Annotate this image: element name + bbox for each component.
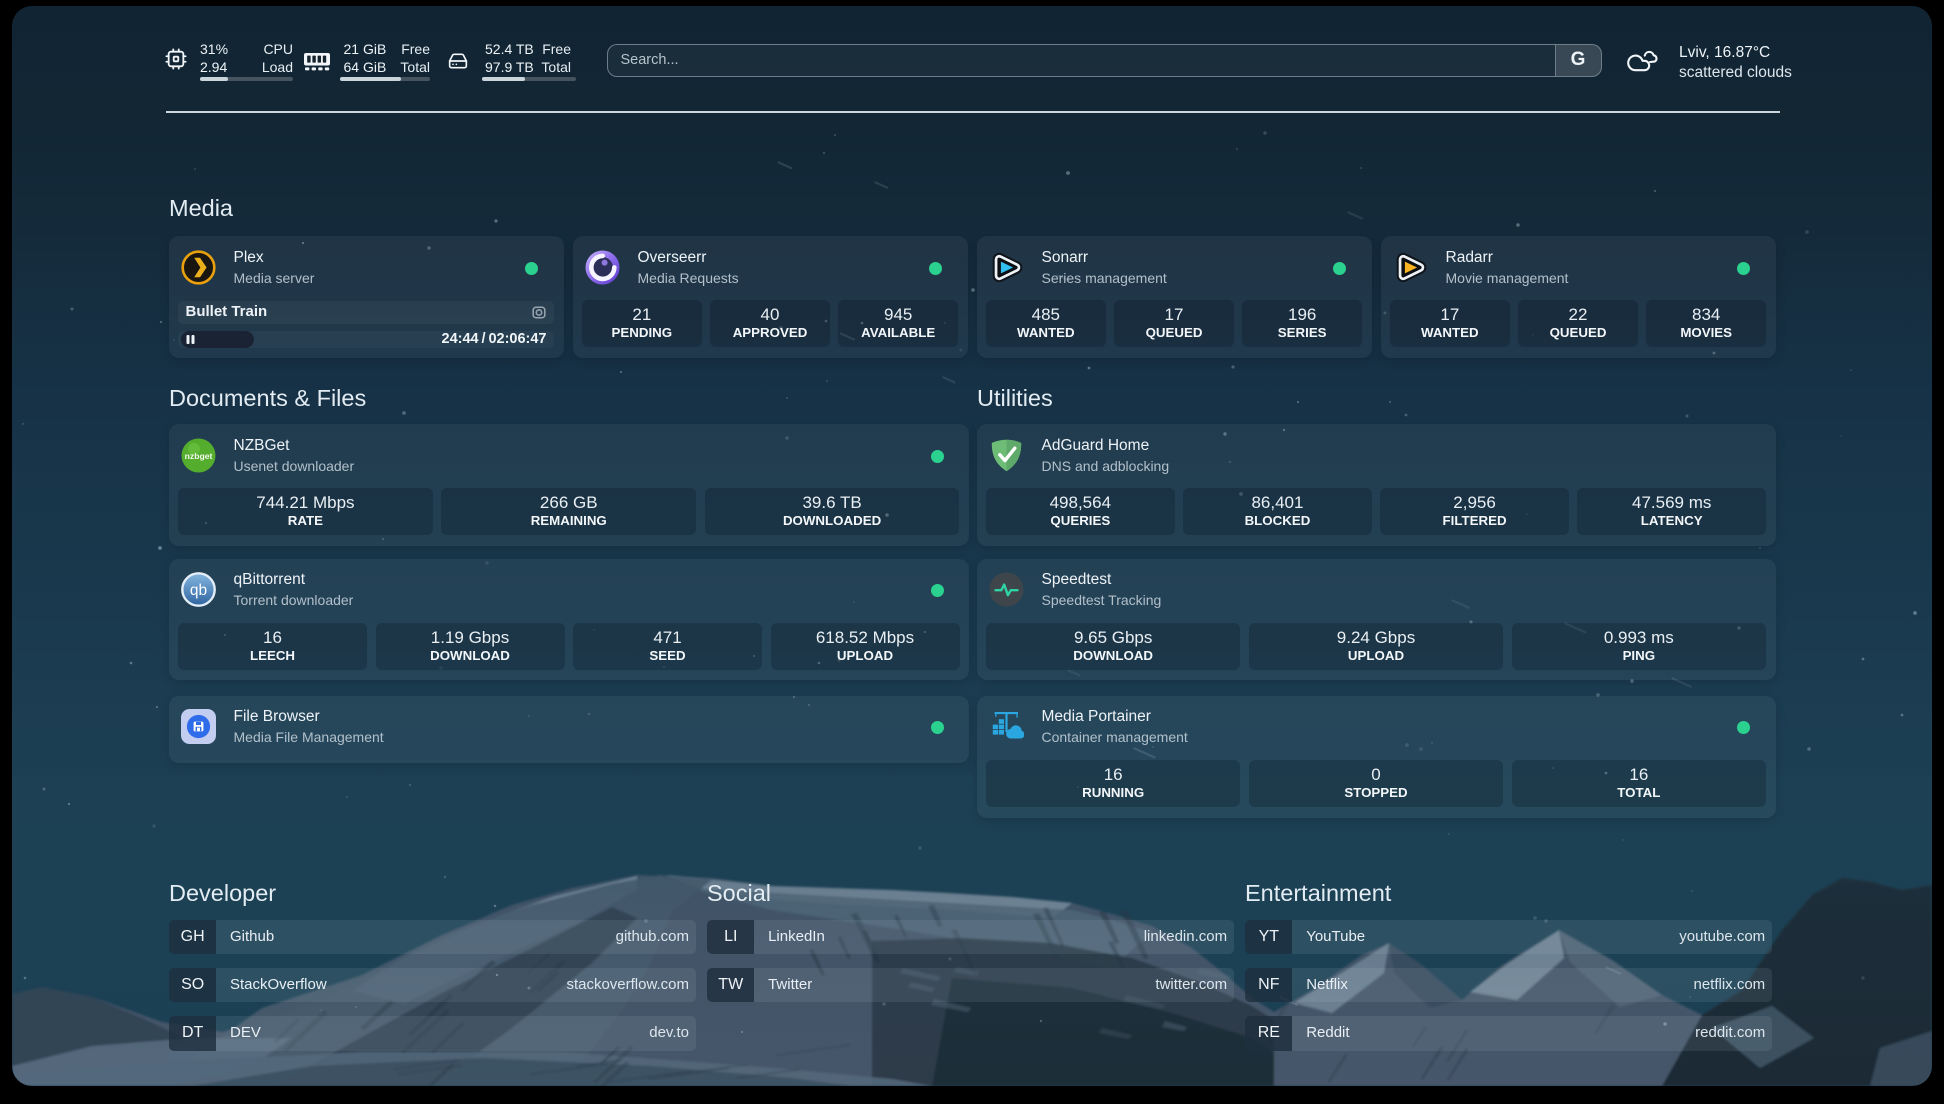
- svg-text:nzbget: nzbget: [184, 450, 212, 460]
- svg-text:qb: qb: [189, 582, 206, 599]
